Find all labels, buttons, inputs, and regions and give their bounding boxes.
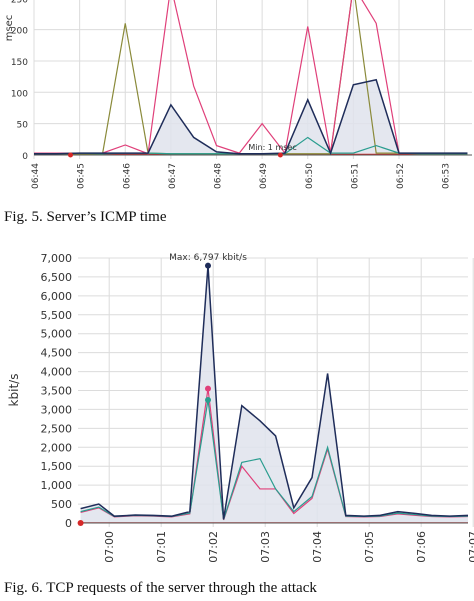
tcp-y-tick-label: 2,500 [41, 422, 73, 435]
tcp-y-tick-label: 5,000 [41, 328, 73, 341]
tcp-y-tick-label: 4,500 [41, 347, 73, 360]
icmp-series-line-4 [34, 0, 468, 155]
tcp-x-tick-label: 07:06 [415, 531, 428, 563]
tcp-x-tick-label: 07:01 [155, 531, 168, 563]
tcp-x-tick-label: 07:00 [103, 531, 116, 563]
tcp-x-tick-label: 07:07 [467, 531, 474, 563]
icmp-x-tick-label: 06:49 [259, 163, 269, 189]
tcp-y-tick-label: 5,500 [41, 309, 73, 322]
tcp-max-annotation: Max: 6,797 kbit/s [169, 253, 247, 263]
tcp-y-tick-label: 0 [65, 517, 72, 530]
icmp-x-tick-label: 06:46 [122, 163, 132, 189]
figure-5-caption: Fig. 5. Server’s ICMP time [4, 209, 167, 225]
tcp-y-tick-label: 500 [51, 498, 72, 511]
icmp-min-annotation: Min: 1 msec [248, 143, 296, 152]
icmp-series-line-1 [34, 78, 468, 156]
icmp-y-tick-label: 0 [22, 152, 28, 162]
tcp-min-marker [77, 520, 84, 526]
tcp-y-tick-label: 7,000 [41, 252, 73, 265]
icmp-chart-panel: 0 50 100 150 200 250 06:44 06:45 06:46 06:47 06:48… [0, 0, 474, 200]
tcp-series-line-1 [80, 265, 468, 520]
tcp-y-tick-label: 3,500 [41, 385, 73, 398]
icmp-min-marker [68, 152, 73, 158]
tcp-chart-panel: 0 500 1,000 1,500 2,000 2,500 3,000 3,500 4,000 4… [0, 246, 474, 576]
tcp-chart: 0 500 1,000 1,500 2,000 2,500 3,000 3,500 4,000 4… [7, 252, 474, 563]
icmp-min-marker [277, 152, 283, 158]
icmp-x-tick-label: 06:50 [305, 163, 315, 189]
icmp-y-axis-label: msec [4, 15, 15, 42]
icmp-x-tick-label: 06:53 [442, 163, 452, 189]
tcp-y-tick-label: 3,000 [41, 403, 73, 416]
tcp-y-tick-label: 6,000 [41, 290, 73, 303]
icmp-y-tick-label: 100 [11, 89, 28, 99]
icmp-x-tick-label: 06:44 [31, 163, 41, 189]
icmp-x-tick-label: 06:51 [350, 163, 360, 189]
tcp-area-fill [80, 265, 468, 523]
tcp-y-tick-label: 2,000 [41, 441, 73, 454]
icmp-y-tick-label: 50 [17, 121, 29, 131]
tcp-peak-marker-teal [205, 396, 211, 403]
tcp-max-marker [205, 262, 211, 269]
icmp-area-fill [34, 79, 468, 155]
tcp-x-tick-label: 07:05 [363, 531, 376, 563]
tcp-x-tick-label: 07:02 [207, 531, 220, 563]
tcp-y-tick-label: 6,500 [41, 271, 73, 284]
figure-6-caption: Fig. 6. TCP requests of the server throu… [4, 580, 317, 596]
tcp-y-tick-label: 1,000 [41, 479, 73, 492]
icmp-x-tick-label: 06:52 [396, 163, 406, 189]
tcp-x-tick-label: 07:03 [259, 531, 272, 563]
tcp-y-tick-label: 4,000 [41, 366, 73, 379]
icmp-y-tick-label: 250 [11, 0, 28, 5]
tcp-x-tick-label: 07:04 [311, 531, 324, 563]
icmp-chart: 0 50 100 150 200 250 06:44 06:45 06:46 06:47 06:48… [4, 0, 472, 189]
icmp-series-line-3 [34, 0, 468, 155]
icmp-x-tick-label: 06:47 [168, 163, 178, 189]
tcp-peak-marker-pink [205, 385, 211, 392]
tcp-y-tick-label: 1,500 [41, 460, 73, 473]
icmp-y-tick-label: 200 [11, 27, 28, 37]
tcp-y-axis-label: kbit/s [7, 374, 21, 407]
icmp-y-tick-label: 150 [11, 58, 28, 68]
icmp-x-tick-label: 06:45 [77, 163, 87, 189]
icmp-x-tick-label: 06:48 [214, 163, 224, 189]
